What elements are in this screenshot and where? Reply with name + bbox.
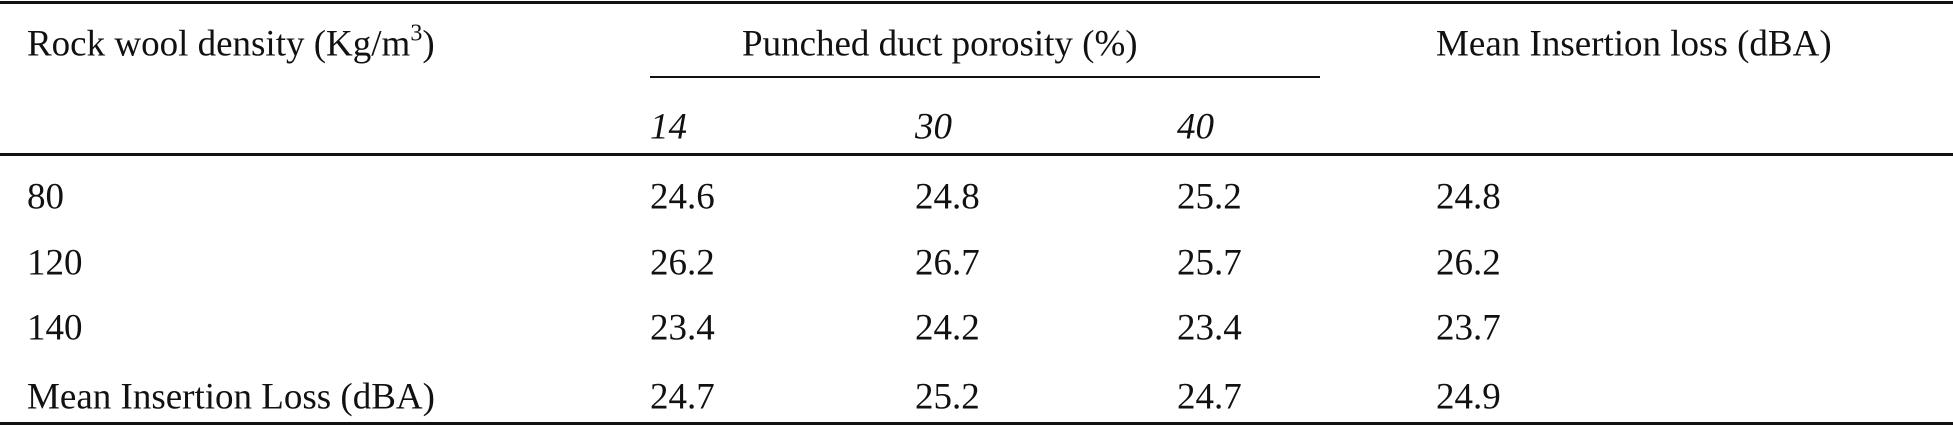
cell-value: 26.7 xyxy=(915,242,980,284)
cell-value: 25.7 xyxy=(1177,242,1242,284)
cell-value: 25.2 xyxy=(915,376,980,418)
header-text: ) xyxy=(422,23,435,65)
group-rule xyxy=(650,76,1320,78)
cell-value: 24.7 xyxy=(650,376,715,418)
cell-value: 26.2 xyxy=(650,242,715,284)
header-rule xyxy=(0,153,1953,156)
cell-value: 26.2 xyxy=(1436,242,1501,284)
row-label: 120 xyxy=(27,242,83,284)
cell-value: 24.2 xyxy=(915,307,980,349)
cell-value: 24.8 xyxy=(915,176,980,218)
cell-value: 23.7 xyxy=(1436,307,1501,349)
porosity-level: 30 xyxy=(915,106,952,148)
cell-value: 24.7 xyxy=(1177,376,1242,418)
cell-value: 24.6 xyxy=(650,176,715,218)
row-label: Mean Insertion Loss (dBA) xyxy=(27,376,435,418)
cell-value: 23.4 xyxy=(650,307,715,349)
header-porosity: Punched duct porosity (%) xyxy=(742,23,1138,65)
cell-value: 23.4 xyxy=(1177,307,1242,349)
row-label: 140 xyxy=(27,307,83,349)
porosity-level: 40 xyxy=(1177,106,1214,148)
cell-value: 25.2 xyxy=(1177,176,1242,218)
top-rule xyxy=(0,1,1953,4)
cell-value: 24.9 xyxy=(1436,376,1501,418)
cell-value: 24.8 xyxy=(1436,176,1501,218)
header-mean: Mean Insertion loss (dBA) xyxy=(1436,23,1832,65)
header-density: Rock wool density (Kg/m3) xyxy=(27,22,435,65)
header-sup: 3 xyxy=(410,20,423,47)
porosity-level: 14 xyxy=(650,106,687,148)
bottom-rule xyxy=(0,422,1953,425)
header-text: Rock wool density (Kg/m xyxy=(27,23,411,65)
row-label: 80 xyxy=(27,176,64,218)
